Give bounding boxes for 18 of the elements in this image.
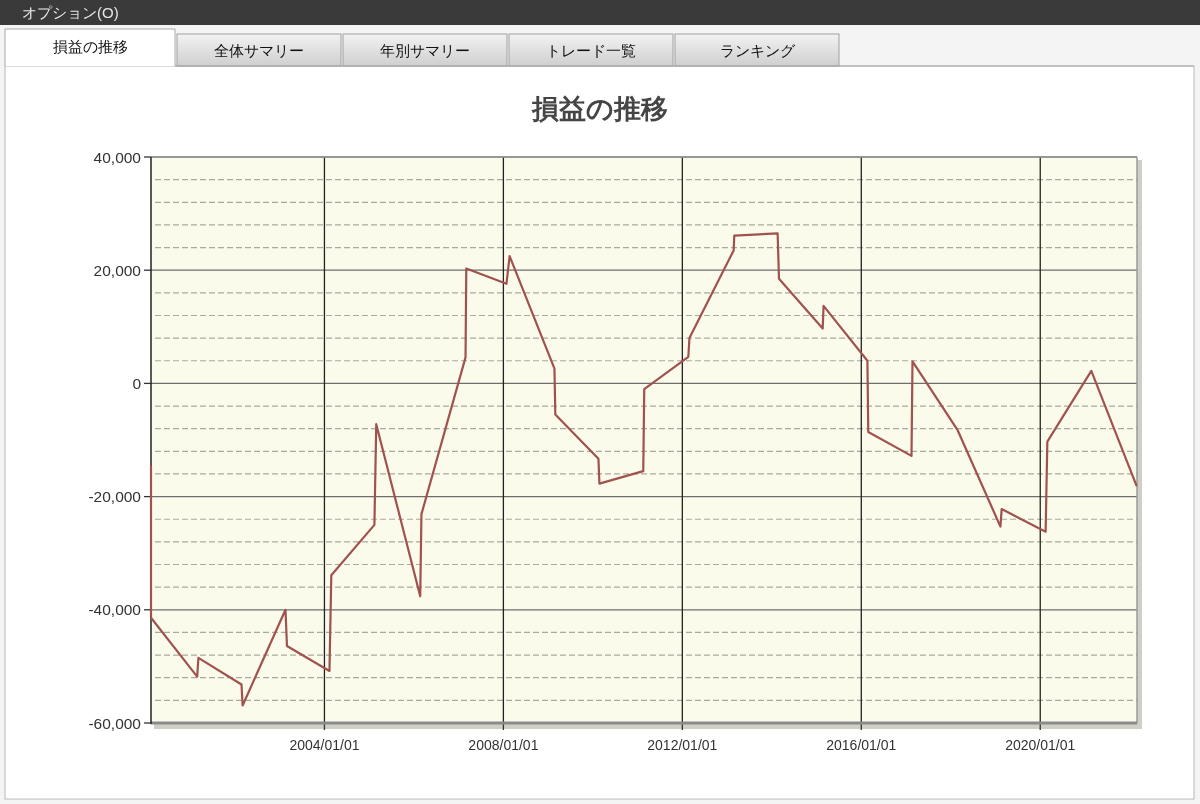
x-tick-label: 2004/01/01	[289, 737, 360, 753]
x-tick-label: 2016/01/01	[826, 737, 897, 753]
y-tick-label: 0	[132, 374, 142, 392]
header-bar: オプション(O)	[0, 0, 1200, 25]
x-tick-label: 2020/01/01	[1005, 737, 1076, 753]
y-tick-label: -40,000	[88, 601, 142, 619]
tab: ランキング	[674, 33, 840, 67]
y-tick-label: -60,000	[88, 714, 142, 732]
y-tick-label: 40,000	[93, 148, 142, 166]
tab: 全体サマリー	[176, 33, 342, 67]
x-tick-label: 2012/01/01	[647, 737, 718, 753]
tab: トレード一覧	[508, 33, 674, 67]
y-tick-label: 20,000	[93, 261, 142, 279]
tab: 年別サマリー	[342, 33, 508, 67]
title: 損益の推移	[532, 94, 668, 124]
tab: 損益の推移	[4, 28, 176, 67]
y-tick-label: -20,000	[88, 488, 142, 506]
x-tick-label: 2008/01/01	[468, 737, 539, 753]
